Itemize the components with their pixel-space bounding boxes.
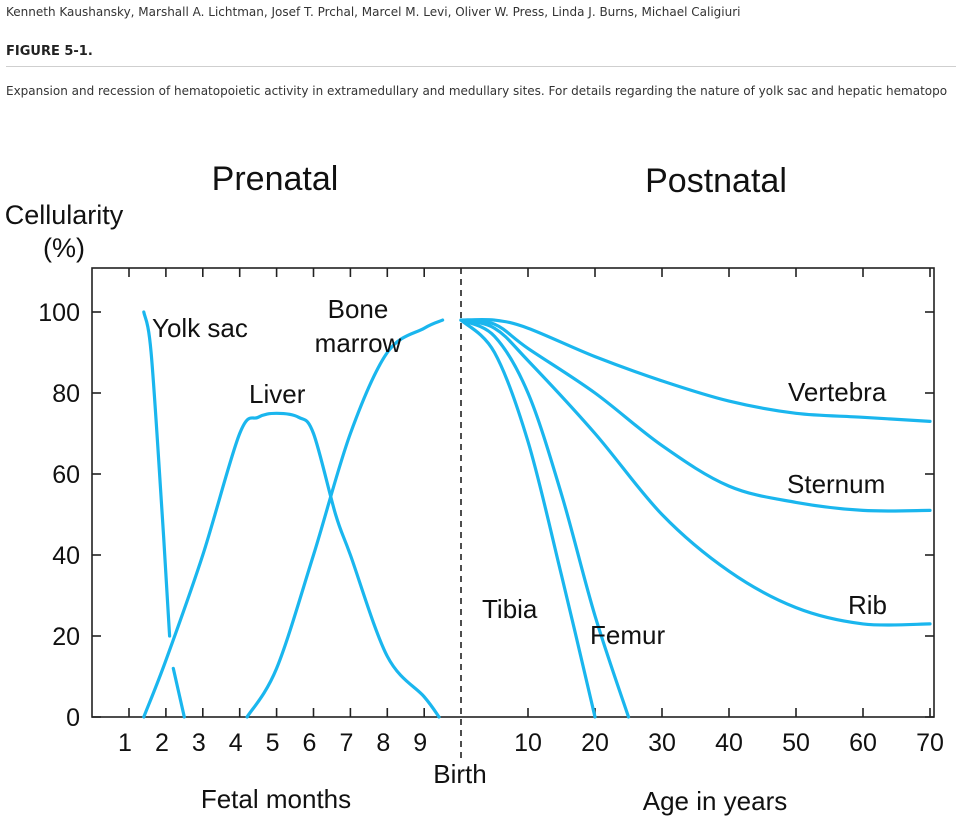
series-label-rib: Rib — [848, 590, 887, 620]
curve-tibia — [459, 318, 597, 719]
figure-caption: Expansion and recession of hematopoietic… — [6, 84, 948, 98]
series-label-vertebra: Vertebra — [788, 377, 887, 407]
x-tick-label-fetal: 5 — [266, 729, 280, 757]
x-tick-label-fetal: 6 — [303, 729, 317, 757]
y-tick-label: 20 — [52, 623, 80, 651]
authors-line: Kenneth Kaushansky, Marshall A. Lichtman… — [6, 5, 741, 19]
figure-label: FIGURE 5-1. — [6, 44, 93, 59]
header-divider — [6, 66, 956, 67]
curve-vertebra — [459, 317, 932, 423]
y-tick-label: 100 — [38, 299, 80, 327]
series-label-liver: Liver — [249, 379, 306, 409]
curve-yolk-sac-continued — [171, 666, 186, 719]
series-label-tibia: Tibia — [482, 594, 538, 624]
series-label-sternum: Sternum — [787, 469, 885, 499]
x-tick-label-fetal: 1 — [118, 729, 132, 757]
curve-sternum — [459, 318, 932, 513]
x-tick-label-fetal: 2 — [155, 729, 169, 757]
y-axis-label-line2: (%) — [43, 233, 85, 263]
y-tick-label: 0 — [66, 704, 80, 732]
curve-bone-marrow — [245, 318, 445, 719]
y-tick-label: 40 — [52, 542, 80, 570]
y-axis-label-line1: Cellularity — [5, 200, 124, 230]
series-label-bone-marrow-line1: Bone — [328, 294, 389, 324]
series-label-bone-marrow-line2: marrow — [315, 328, 402, 358]
y-tick-label: 80 — [52, 380, 80, 408]
x-axis-label-fetal: Fetal months — [201, 784, 351, 814]
series-label-yolk-sac: Yolk sac — [152, 313, 248, 343]
curve-yolk-sac — [142, 310, 172, 638]
x-tick-label-age: 20 — [581, 729, 609, 757]
curve-femur — [459, 318, 631, 719]
x-tick-label-age: 30 — [648, 729, 676, 757]
curve-liver — [142, 411, 441, 719]
x-tick-label-age: 70 — [916, 729, 944, 757]
x-tick-label-age: 50 — [782, 729, 810, 757]
x-tick-label-fetal: 7 — [339, 729, 353, 757]
x-tick-label-age: 10 — [514, 729, 542, 757]
curve-rib — [459, 318, 932, 627]
y-tick-label: 60 — [52, 461, 80, 489]
x-tick-label-fetal: 4 — [229, 729, 243, 757]
x-tick-label-fetal: 8 — [376, 729, 390, 757]
x-tick-label-age: 40 — [715, 729, 743, 757]
x-tick-label-fetal: 3 — [192, 729, 206, 757]
title-postnatal: Postnatal — [645, 162, 787, 200]
x-tick-label-fetal: 9 — [413, 729, 427, 757]
x-tick-label-age: 60 — [849, 729, 877, 757]
title-prenatal: Prenatal — [212, 160, 339, 198]
birth-label: Birth — [433, 759, 486, 789]
series-label-femur: Femur — [590, 620, 665, 650]
x-axis-label-age: Age in years — [643, 786, 788, 816]
plot-frame — [91, 267, 935, 718]
